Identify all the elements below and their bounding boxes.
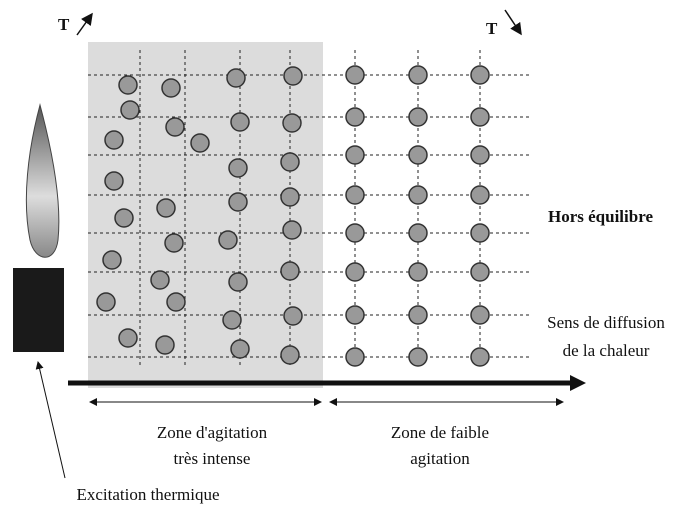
- atom: [283, 66, 303, 86]
- atom: [470, 347, 490, 367]
- diffusion-label: Sens de diffusion: [547, 313, 665, 332]
- atom: [104, 130, 124, 150]
- atom: [470, 65, 490, 85]
- atom: [226, 68, 246, 88]
- atom: [228, 272, 248, 292]
- atom: [345, 65, 365, 85]
- atom: [120, 100, 140, 120]
- atom: [280, 345, 300, 365]
- atoms: [96, 65, 490, 367]
- atom: [345, 223, 365, 243]
- atom: [470, 107, 490, 127]
- atom: [165, 117, 185, 137]
- atom: [282, 113, 302, 133]
- atom: [408, 305, 428, 325]
- atom: [345, 145, 365, 165]
- atom: [102, 250, 122, 270]
- atom: [118, 75, 138, 95]
- atom: [150, 270, 170, 290]
- atom: [345, 262, 365, 282]
- atom: [280, 187, 300, 207]
- state-label: Hors équilibre: [548, 207, 653, 226]
- temp-down-arrow: [504, 9, 522, 36]
- atom: [345, 347, 365, 367]
- atom: [470, 262, 490, 282]
- temp-label: T: [486, 19, 498, 38]
- atom: [408, 347, 428, 367]
- atom: [280, 152, 300, 172]
- atom: [408, 185, 428, 205]
- temp-up-arrow: [76, 12, 93, 36]
- excitation-arrow: [35, 361, 66, 479]
- atom: [283, 306, 303, 326]
- atom: [114, 208, 134, 228]
- atom: [280, 261, 300, 281]
- zone-label: très intense: [174, 449, 251, 468]
- atom: [166, 292, 186, 312]
- atom: [118, 328, 138, 348]
- atom: [230, 339, 250, 359]
- atom: [408, 262, 428, 282]
- atom: [282, 220, 302, 240]
- atom: [345, 305, 365, 325]
- diffusion-arrowhead: [570, 375, 586, 391]
- atom: [408, 65, 428, 85]
- flame: [25, 103, 60, 258]
- zone-label: Zone d'agitation: [157, 423, 268, 442]
- atom: [228, 158, 248, 178]
- atom: [228, 192, 248, 212]
- zone-label: agitation: [410, 449, 470, 468]
- atom: [190, 133, 210, 153]
- atom: [156, 198, 176, 218]
- atom: [96, 292, 116, 312]
- atom: [345, 107, 365, 127]
- atom: [408, 107, 428, 127]
- atom: [408, 223, 428, 243]
- zone-label: Zone de faible: [391, 423, 489, 442]
- atom: [408, 145, 428, 165]
- atom: [104, 171, 124, 191]
- atom: [470, 305, 490, 325]
- atom: [218, 230, 238, 250]
- atom: [345, 185, 365, 205]
- atom: [155, 335, 175, 355]
- atom: [230, 112, 250, 132]
- atom: [164, 233, 184, 253]
- atom: [470, 223, 490, 243]
- atom: [222, 310, 242, 330]
- atom: [470, 185, 490, 205]
- atom: [161, 78, 181, 98]
- temp-label: T: [58, 15, 70, 34]
- burner: [13, 268, 64, 352]
- diffusion-label: de la chaleur: [563, 341, 650, 360]
- excitation-label: Excitation thermique: [76, 485, 219, 504]
- atom: [470, 145, 490, 165]
